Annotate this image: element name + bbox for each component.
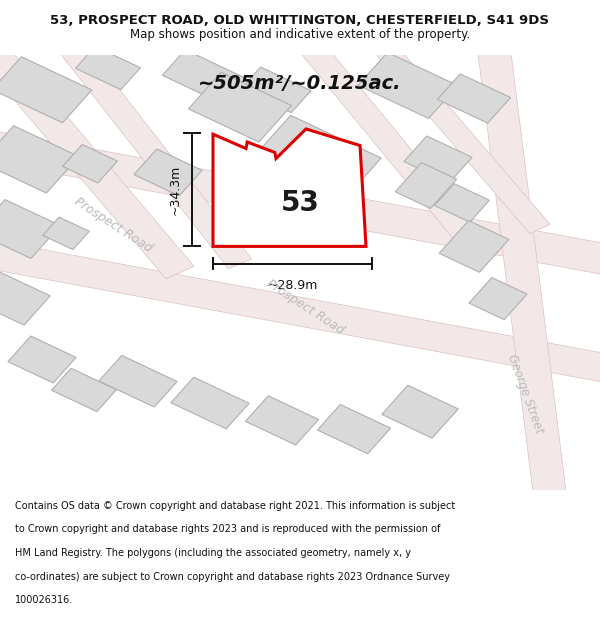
Polygon shape — [434, 184, 490, 222]
Polygon shape — [62, 144, 118, 183]
Polygon shape — [0, 126, 79, 193]
Polygon shape — [76, 46, 140, 89]
Polygon shape — [52, 368, 116, 411]
Polygon shape — [171, 378, 249, 429]
Polygon shape — [0, 127, 600, 279]
Text: Contains OS data © Crown copyright and database right 2021. This information is : Contains OS data © Crown copyright and d… — [15, 501, 455, 511]
Polygon shape — [469, 278, 527, 319]
Text: 100026316.: 100026316. — [15, 595, 73, 605]
Text: ~505m²/~0.125ac.: ~505m²/~0.125ac. — [198, 74, 401, 92]
Polygon shape — [395, 162, 457, 208]
Polygon shape — [219, 116, 381, 238]
Text: 53: 53 — [281, 189, 319, 217]
Polygon shape — [358, 52, 458, 119]
Text: 53, PROSPECT ROAD, OLD WHITTINGTON, CHESTERFIELD, S41 9DS: 53, PROSPECT ROAD, OLD WHITTINGTON, CHES… — [50, 14, 550, 27]
Polygon shape — [437, 74, 511, 123]
Polygon shape — [245, 396, 319, 445]
Polygon shape — [0, 237, 600, 386]
Text: Prospect Road: Prospect Road — [264, 278, 346, 338]
Text: Prospect Road: Prospect Road — [72, 195, 154, 254]
Polygon shape — [43, 217, 89, 249]
Text: Map shows position and indicative extent of the property.: Map shows position and indicative extent… — [130, 28, 470, 41]
Polygon shape — [8, 336, 76, 383]
Polygon shape — [0, 57, 92, 122]
Text: George Street: George Street — [505, 353, 545, 436]
Polygon shape — [99, 356, 177, 407]
Polygon shape — [0, 199, 61, 259]
Polygon shape — [241, 67, 311, 112]
Polygon shape — [382, 385, 458, 438]
Polygon shape — [317, 404, 391, 454]
Polygon shape — [163, 50, 245, 104]
Polygon shape — [362, 29, 550, 234]
Text: ~34.3m: ~34.3m — [168, 165, 181, 215]
Polygon shape — [439, 221, 509, 272]
Polygon shape — [476, 32, 568, 513]
Text: co-ordinates) are subject to Crown copyright and database rights 2023 Ordnance S: co-ordinates) are subject to Crown copyr… — [15, 572, 450, 582]
Polygon shape — [134, 149, 202, 196]
Polygon shape — [404, 136, 472, 183]
Polygon shape — [0, 40, 194, 279]
Polygon shape — [289, 28, 479, 243]
Text: to Crown copyright and database rights 2023 and is reproduced with the permissio: to Crown copyright and database rights 2… — [15, 524, 440, 534]
Polygon shape — [188, 72, 292, 142]
Polygon shape — [48, 28, 252, 269]
Text: ~28.9m: ~28.9m — [268, 279, 317, 292]
Polygon shape — [0, 272, 50, 325]
Polygon shape — [213, 129, 366, 246]
Text: HM Land Registry. The polygons (including the associated geometry, namely x, y: HM Land Registry. The polygons (includin… — [15, 548, 411, 558]
